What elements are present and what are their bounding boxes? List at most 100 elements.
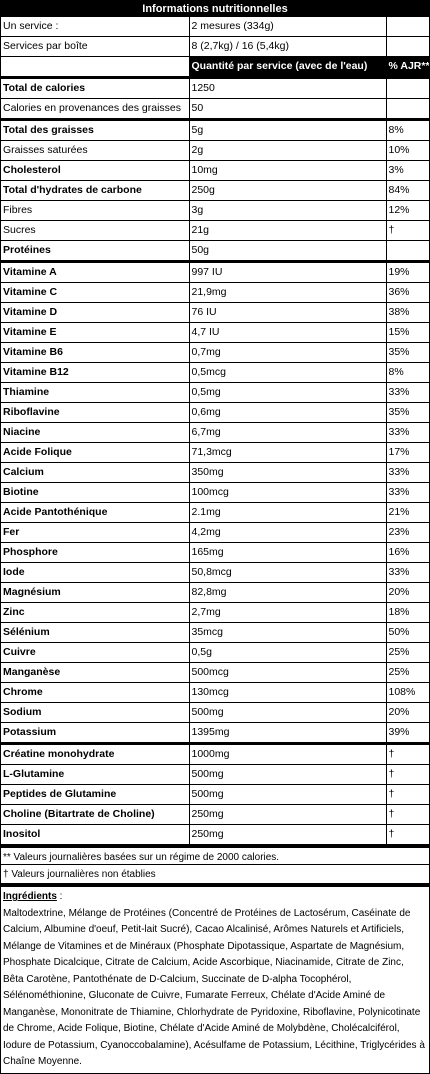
table-row: Vitamine B12 0,5mcg 8% <box>1 362 429 383</box>
row-label: Thiamine <box>1 382 189 403</box>
row-label: Potassium <box>1 722 189 744</box>
row-value: 6,7mg <box>188 422 386 443</box>
row-percent <box>385 240 429 262</box>
row-percent: † <box>385 742 429 765</box>
row-percent: † <box>385 824 429 845</box>
row-label: Créatine monohydrate <box>1 742 189 765</box>
footnotes: ** Valeurs journalières basées sur un ré… <box>1 845 429 884</box>
table-row: Créatine monohydrate 1000mg † <box>1 742 429 765</box>
row-label: Total des graisses <box>1 118 189 141</box>
row-percent <box>385 98 429 120</box>
row-label: Graisses saturées <box>1 140 189 161</box>
table-row: Acide Pantothénique 2.1mg 21% <box>1 502 429 523</box>
row-value: 2.1mg <box>188 502 386 523</box>
row-label: Calories en provenances des graisses <box>1 98 189 120</box>
row-value: 21g <box>188 220 386 241</box>
row-label: Chrome <box>1 682 189 703</box>
row-value: 100mcg <box>188 482 386 503</box>
table-row: Thiamine 0,5mg 33% <box>1 382 429 403</box>
row-value: 500mg <box>188 784 386 805</box>
table-row: Phosphore 165mg 16% <box>1 542 429 563</box>
row-percent: 12% <box>385 200 429 221</box>
table-row: Protéines 50g <box>1 240 429 262</box>
table-row: Niacine 6,7mg 33% <box>1 422 429 443</box>
row-value: 76 IU <box>188 302 386 323</box>
row-value: 0,5mg <box>188 382 386 403</box>
row-percent <box>385 76 429 99</box>
row-percent <box>385 36 429 57</box>
row-percent <box>385 17 429 37</box>
row-value: 0,5mcg <box>188 362 386 383</box>
header-ajr: % AJR** <box>385 56 429 78</box>
row-label: Inositol <box>1 824 189 845</box>
row-value: 4,7 IU <box>188 322 386 343</box>
row-value: 2,7mg <box>188 602 386 623</box>
row-value: 250g <box>188 180 386 201</box>
row-value: 21,9mg <box>188 282 386 303</box>
table-row: Services par boîte 8 (2,7kg) / 16 (5,4kg) <box>1 36 429 57</box>
panel-title: Informations nutritionnelles <box>1 1 429 17</box>
row-percent: 20% <box>385 702 429 723</box>
table-row: Magnésium 82,8mg 20% <box>1 582 429 603</box>
row-label: Sodium <box>1 702 189 723</box>
row-value: 1395mg <box>188 722 386 744</box>
table-row: Total d'hydrates de carbone 250g 84% <box>1 180 429 201</box>
row-label: Cholesterol <box>1 160 189 181</box>
row-percent: 39% <box>385 722 429 744</box>
row-label: Zinc <box>1 602 189 623</box>
row-percent: 33% <box>385 382 429 403</box>
row-value: 4,2mg <box>188 522 386 543</box>
footnote: ** Valeurs journalières basées sur un ré… <box>1 845 429 865</box>
row-value: 0,6mg <box>188 402 386 423</box>
row-percent: 36% <box>385 282 429 303</box>
row-percent: 8% <box>385 118 429 141</box>
table-row: Vitamine E 4,7 IU 15% <box>1 322 429 343</box>
row-value: 8 (2,7kg) / 16 (5,4kg) <box>188 36 386 57</box>
table-row: Quantité par service (avec de l'eau)% AJ… <box>1 56 429 78</box>
row-value: 10mg <box>188 160 386 181</box>
table-row: Vitamine C 21,9mg 36% <box>1 282 429 303</box>
row-percent: 25% <box>385 662 429 683</box>
table-row: Iode 50,8mcg 33% <box>1 562 429 583</box>
row-percent: 50% <box>385 622 429 643</box>
nutrition-table-body: Un service :2 mesures (334g) Services par… <box>1 17 429 845</box>
row-value: 997 IU <box>188 260 386 283</box>
row-percent: 18% <box>385 602 429 623</box>
table-row: L-Glutamine 500mg † <box>1 764 429 785</box>
table-row: Vitamine D 76 IU 38% <box>1 302 429 323</box>
row-percent: 33% <box>385 462 429 483</box>
row-label: Vitamine A <box>1 260 189 283</box>
table-row: Manganèse 500mcg 25% <box>1 662 429 683</box>
row-label: Acide Pantothénique <box>1 502 189 523</box>
row-percent: 35% <box>385 342 429 363</box>
row-label: Fer <box>1 522 189 543</box>
row-percent: 10% <box>385 140 429 161</box>
row-label: Phosphore <box>1 542 189 563</box>
table-row: Chrome 130mcg 108% <box>1 682 429 703</box>
table-row: Calcium 350mg 33% <box>1 462 429 483</box>
row-value: 1000mg <box>188 742 386 765</box>
row-label: Vitamine C <box>1 282 189 303</box>
row-value: 2g <box>188 140 386 161</box>
row-percent: 21% <box>385 502 429 523</box>
row-percent: 84% <box>385 180 429 201</box>
row-label: Total de calories <box>1 76 189 99</box>
row-label: Vitamine B6 <box>1 342 189 363</box>
row-percent: 38% <box>385 302 429 323</box>
table-row: Riboflavine 0,6mg 35% <box>1 402 429 423</box>
row-value: 50,8mcg <box>188 562 386 583</box>
table-row: Acide Folique 71,3mcg 17% <box>1 442 429 463</box>
row-label: Sucres <box>1 220 189 241</box>
row-percent: 23% <box>385 522 429 543</box>
row-value: 3g <box>188 200 386 221</box>
ingredients-title: Ingrédients <box>3 891 57 902</box>
table-row: Potassium 1395mg 39% <box>1 722 429 744</box>
row-label: Cuivre <box>1 642 189 663</box>
table-row: Cholesterol 10mg 3% <box>1 160 429 181</box>
header-quantity: Quantité par service (avec de l'eau) <box>188 56 386 78</box>
row-value: 250mg <box>188 824 386 845</box>
row-percent: 15% <box>385 322 429 343</box>
row-label: Niacine <box>1 422 189 443</box>
nutrition-table: Un service :2 mesures (334g) Services par… <box>1 17 429 845</box>
ingredients-section: Ingrédients : Maltodextrine, Mélange de … <box>1 884 429 1073</box>
